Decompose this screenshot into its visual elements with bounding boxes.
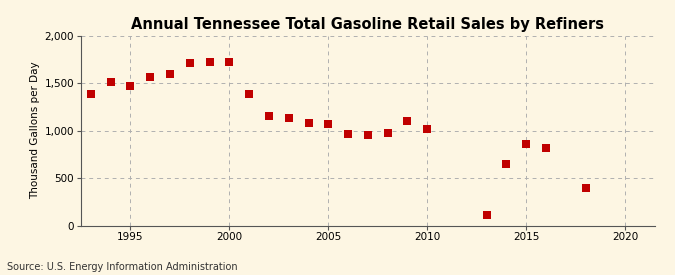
Point	[165, 72, 176, 76]
Point	[501, 162, 512, 166]
Point	[520, 142, 531, 146]
Point	[145, 75, 156, 80]
Point	[184, 61, 195, 65]
Point	[125, 83, 136, 88]
Point	[402, 119, 413, 123]
Point	[105, 79, 116, 84]
Point	[303, 121, 314, 125]
Point	[343, 132, 354, 137]
Point	[580, 186, 591, 191]
Point	[284, 116, 294, 120]
Y-axis label: Thousand Gallons per Day: Thousand Gallons per Day	[30, 62, 40, 199]
Point	[263, 114, 274, 118]
Text: Source: U.S. Energy Information Administration: Source: U.S. Energy Information Administ…	[7, 262, 238, 272]
Point	[323, 121, 333, 126]
Point	[362, 133, 373, 138]
Point	[86, 91, 97, 96]
Point	[382, 130, 393, 135]
Title: Annual Tennessee Total Gasoline Retail Sales by Refiners: Annual Tennessee Total Gasoline Retail S…	[132, 17, 604, 32]
Point	[422, 126, 433, 131]
Point	[205, 60, 215, 65]
Point	[244, 91, 254, 96]
Point	[224, 60, 235, 65]
Point	[541, 145, 551, 150]
Point	[481, 213, 492, 217]
